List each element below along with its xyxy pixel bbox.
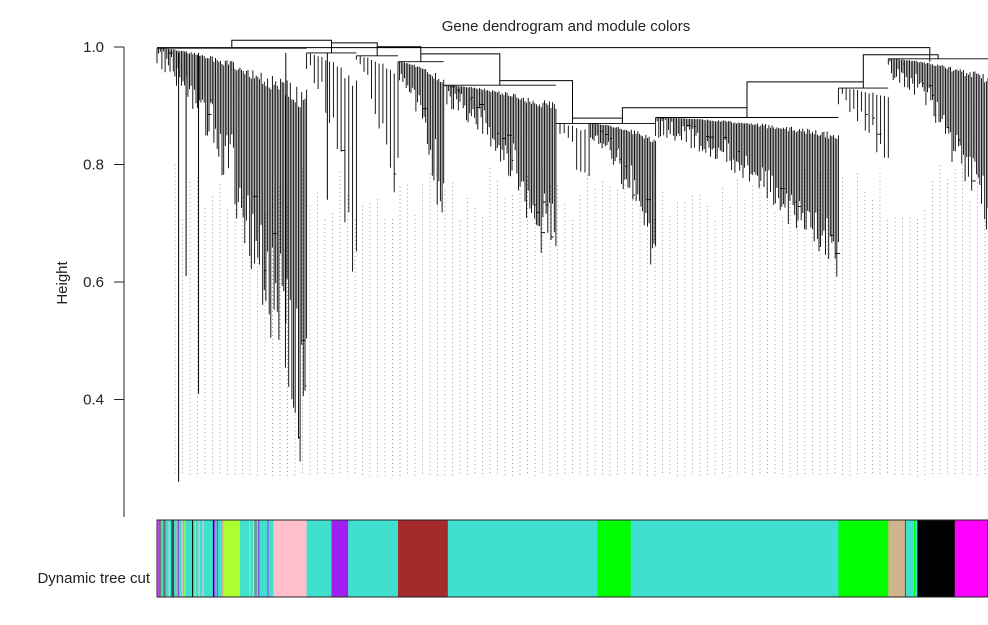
module-stripe: [212, 520, 214, 597]
y-tick-label: 0.8: [83, 157, 104, 174]
module-stripe: [202, 520, 204, 597]
module-stripe: [253, 520, 255, 597]
module-stripe: [181, 520, 183, 597]
module-stripe: [168, 520, 170, 597]
color-bar-frame: [156, 519, 988, 598]
module-stripe: [214, 520, 216, 597]
module-stripe: [194, 520, 196, 597]
y-tick-label: 0.6: [83, 274, 104, 291]
module-color-segment: [888, 520, 906, 597]
module-color-segment: [838, 520, 889, 597]
module-color-segment: [273, 520, 308, 597]
module-stripe: [258, 520, 260, 597]
module-color-segment: [348, 520, 399, 597]
module-stripe: [176, 520, 178, 597]
module-color-segment: [397, 520, 449, 597]
module-color-segment: [331, 520, 349, 597]
module-stripe: [267, 520, 269, 597]
module-color-bar: [156, 519, 988, 598]
module-stripe: [159, 520, 161, 597]
color-bar-label: Dynamic tree cut: [37, 570, 150, 587]
module-stripe: [255, 520, 257, 597]
module-stripe: [158, 520, 160, 597]
module-stripe: [914, 520, 915, 597]
module-stripe: [177, 520, 179, 597]
module-color-segment: [954, 520, 988, 597]
module-stripe: [163, 520, 165, 597]
y-axis-label: Height: [54, 260, 71, 304]
module-stripe: [171, 520, 173, 597]
module-stripe: [192, 520, 194, 597]
module-color-segment: [917, 520, 956, 597]
module-stripe: [164, 520, 166, 597]
module-stripe: [222, 520, 223, 597]
module-stripe: [249, 520, 251, 597]
module-color-segment: [306, 520, 333, 597]
module-stripe: [184, 520, 186, 597]
y-axis: 0.4 0.6 0.8 1.0: [83, 39, 125, 517]
module-stripe: [198, 520, 200, 597]
module-stripe: [172, 520, 174, 597]
module-color-segment: [904, 520, 918, 597]
module-color-segment: [240, 520, 274, 597]
module-color-segment: [223, 520, 241, 597]
chart-title: Gene dendrogram and module colors: [442, 18, 690, 35]
y-tick-label: 0.4: [83, 392, 104, 409]
dendrogram-merges: [157, 39, 939, 124]
module-stripe: [904, 520, 906, 597]
module-color-segment: [630, 520, 839, 597]
module-color-segment: [597, 520, 632, 597]
module-stripe: [216, 520, 218, 597]
module-stripe: [908, 520, 910, 597]
dendrogram: [156, 39, 988, 482]
module-color-segment: [157, 520, 224, 597]
module-stripe: [254, 520, 256, 597]
module-color-segment: [447, 520, 598, 597]
module-stripe: [257, 520, 258, 597]
y-tick-label: 1.0: [83, 39, 104, 56]
